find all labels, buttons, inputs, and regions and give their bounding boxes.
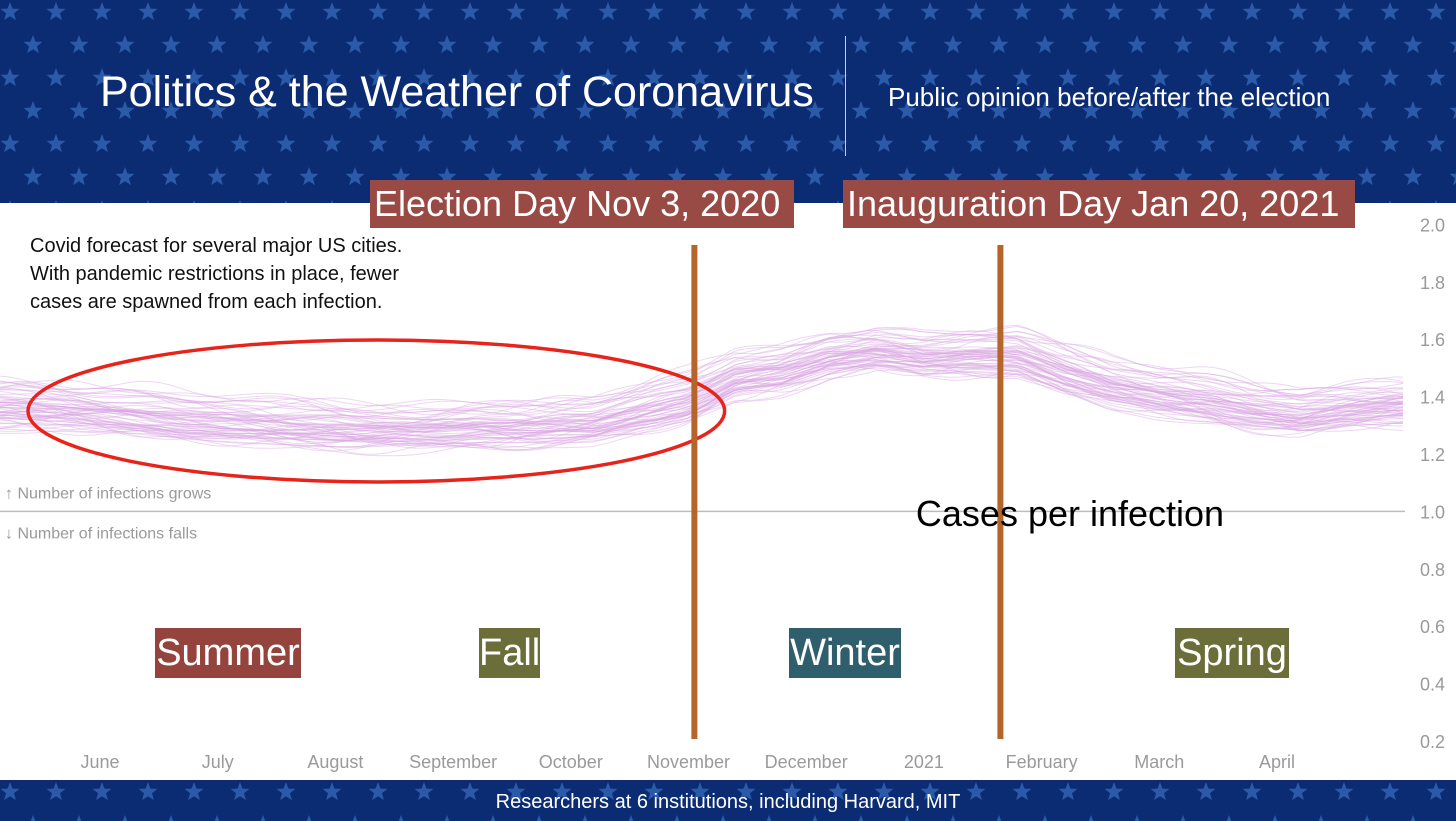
- forecast-line: [0, 336, 1404, 425]
- x-tick-label: 2021: [904, 752, 944, 772]
- forecast-line: [0, 360, 1404, 448]
- season-fall-label: Fall: [479, 628, 540, 678]
- forecast-line: [0, 341, 1404, 434]
- forecast-line: [0, 339, 1404, 427]
- forecast-line: [0, 334, 1404, 421]
- forecast-line: [0, 333, 1404, 418]
- x-tick-label: March: [1134, 752, 1184, 772]
- footer-credit: Researchers at 6 institutions, including…: [495, 791, 961, 813]
- x-tick-label: September: [409, 752, 497, 772]
- forecast-line: [0, 356, 1404, 436]
- forecast-line: [0, 349, 1404, 443]
- forecast-line: [0, 338, 1404, 427]
- forecast-line: [0, 364, 1404, 455]
- header-banner: Politics & the Weather of Coronavirus Pu…: [0, 0, 1456, 203]
- forecast-line: [0, 351, 1404, 440]
- footer-banner: [0, 780, 1456, 821]
- forecast-line: [0, 347, 1404, 429]
- y-tick-label: 0.8: [1420, 560, 1445, 580]
- forecast-line: [0, 365, 1404, 457]
- grows-label: ↑ Number of infections grows: [5, 485, 211, 502]
- forecast-line: [0, 367, 1403, 448]
- forecast-line: [0, 356, 1404, 449]
- y-tick-label: 1.6: [1420, 330, 1445, 350]
- y-tick-label: 0.4: [1420, 675, 1445, 695]
- inauguration-day-label: Inauguration Day Jan 20, 2021: [843, 180, 1355, 228]
- forecast-line: [0, 352, 1404, 441]
- forecast-line: [0, 359, 1404, 439]
- season-winter-label: Winter: [789, 628, 901, 678]
- chart-ylabel: Cases per infection: [916, 493, 1224, 534]
- forecast-line: [0, 347, 1404, 428]
- forecast-line: [0, 365, 1404, 445]
- forecast-line: [0, 362, 1404, 441]
- y-tick-label: 1.4: [1420, 388, 1445, 408]
- forecast-line: [0, 362, 1404, 447]
- forecast-line: [0, 349, 1403, 433]
- page-title: Politics & the Weather of Coronavirus: [100, 68, 814, 116]
- forecast-line: [0, 359, 1404, 448]
- forecast-line: [0, 347, 1404, 433]
- x-tick-label: November: [647, 752, 730, 772]
- forecast-line: [0, 327, 1404, 412]
- header-divider: [845, 36, 846, 156]
- forecast-line: [0, 348, 1403, 427]
- x-tick-label: February: [1006, 752, 1078, 772]
- forecast-line: [0, 360, 1404, 442]
- forecast-line: [0, 351, 1404, 435]
- forecast-line: [0, 350, 1404, 434]
- forecast-line: [0, 350, 1404, 441]
- y-tick-label: 1.8: [1420, 273, 1445, 293]
- forecast-line: [0, 351, 1404, 422]
- forecast-line: [0, 369, 1404, 452]
- forecast-line: [0, 359, 1404, 441]
- forecast-line: [0, 324, 1404, 416]
- forecast-line: [0, 328, 1404, 412]
- forecast-line: [0, 352, 1403, 441]
- forecast-line: [0, 363, 1404, 442]
- forecast-line: [0, 364, 1403, 451]
- forecast-line: [0, 345, 1404, 431]
- forecast-line: [0, 325, 1404, 407]
- inauguration-day-marker: [997, 245, 1004, 739]
- x-tick-label: December: [765, 752, 848, 772]
- y-tick-label: 1.0: [1420, 502, 1445, 522]
- forecast-line: [0, 349, 1404, 433]
- forecast-line: [0, 352, 1404, 439]
- star-pattern: [0, 2, 1456, 203]
- forecast-line: [0, 331, 1404, 413]
- page-subtitle: Public opinion before/after the election: [888, 82, 1331, 112]
- y-tick-label: 2.0: [1420, 215, 1445, 235]
- forecast-line: [0, 360, 1404, 440]
- forecast-line: [0, 350, 1404, 442]
- x-tick-label: August: [307, 752, 363, 772]
- falls-label: ↓ Number of infections falls: [5, 525, 197, 542]
- forecast-line: [0, 348, 1404, 433]
- forecast-line: [0, 335, 1404, 419]
- x-tick-label: July: [202, 752, 234, 772]
- forecast-line: [0, 352, 1404, 440]
- y-tick-label: 0.2: [1420, 732, 1445, 752]
- forecast-line: [0, 364, 1404, 448]
- forecast-lines: [0, 324, 1404, 457]
- chart-description: Covid forecast for several major US citi…: [30, 235, 403, 313]
- forecast-line: [0, 353, 1404, 435]
- election-day-marker: [691, 245, 698, 739]
- season-spring-label: Spring: [1175, 628, 1289, 678]
- forecast-line: [0, 361, 1404, 452]
- star-shapes: [0, 2, 1456, 203]
- x-tick-label: April: [1259, 752, 1295, 772]
- forecast-line: [0, 359, 1404, 449]
- x-tick-label: June: [80, 752, 119, 772]
- y-tick-label: 0.6: [1420, 617, 1445, 637]
- y-tick-label: 1.2: [1420, 445, 1445, 465]
- highlight-ellipse: [26, 338, 727, 484]
- forecast-line: [0, 336, 1404, 415]
- season-summer-label: Summer: [155, 628, 301, 678]
- election-day-label: Election Day Nov 3, 2020: [370, 180, 794, 228]
- forecast-line: [0, 345, 1404, 430]
- x-tick-label: October: [539, 752, 603, 772]
